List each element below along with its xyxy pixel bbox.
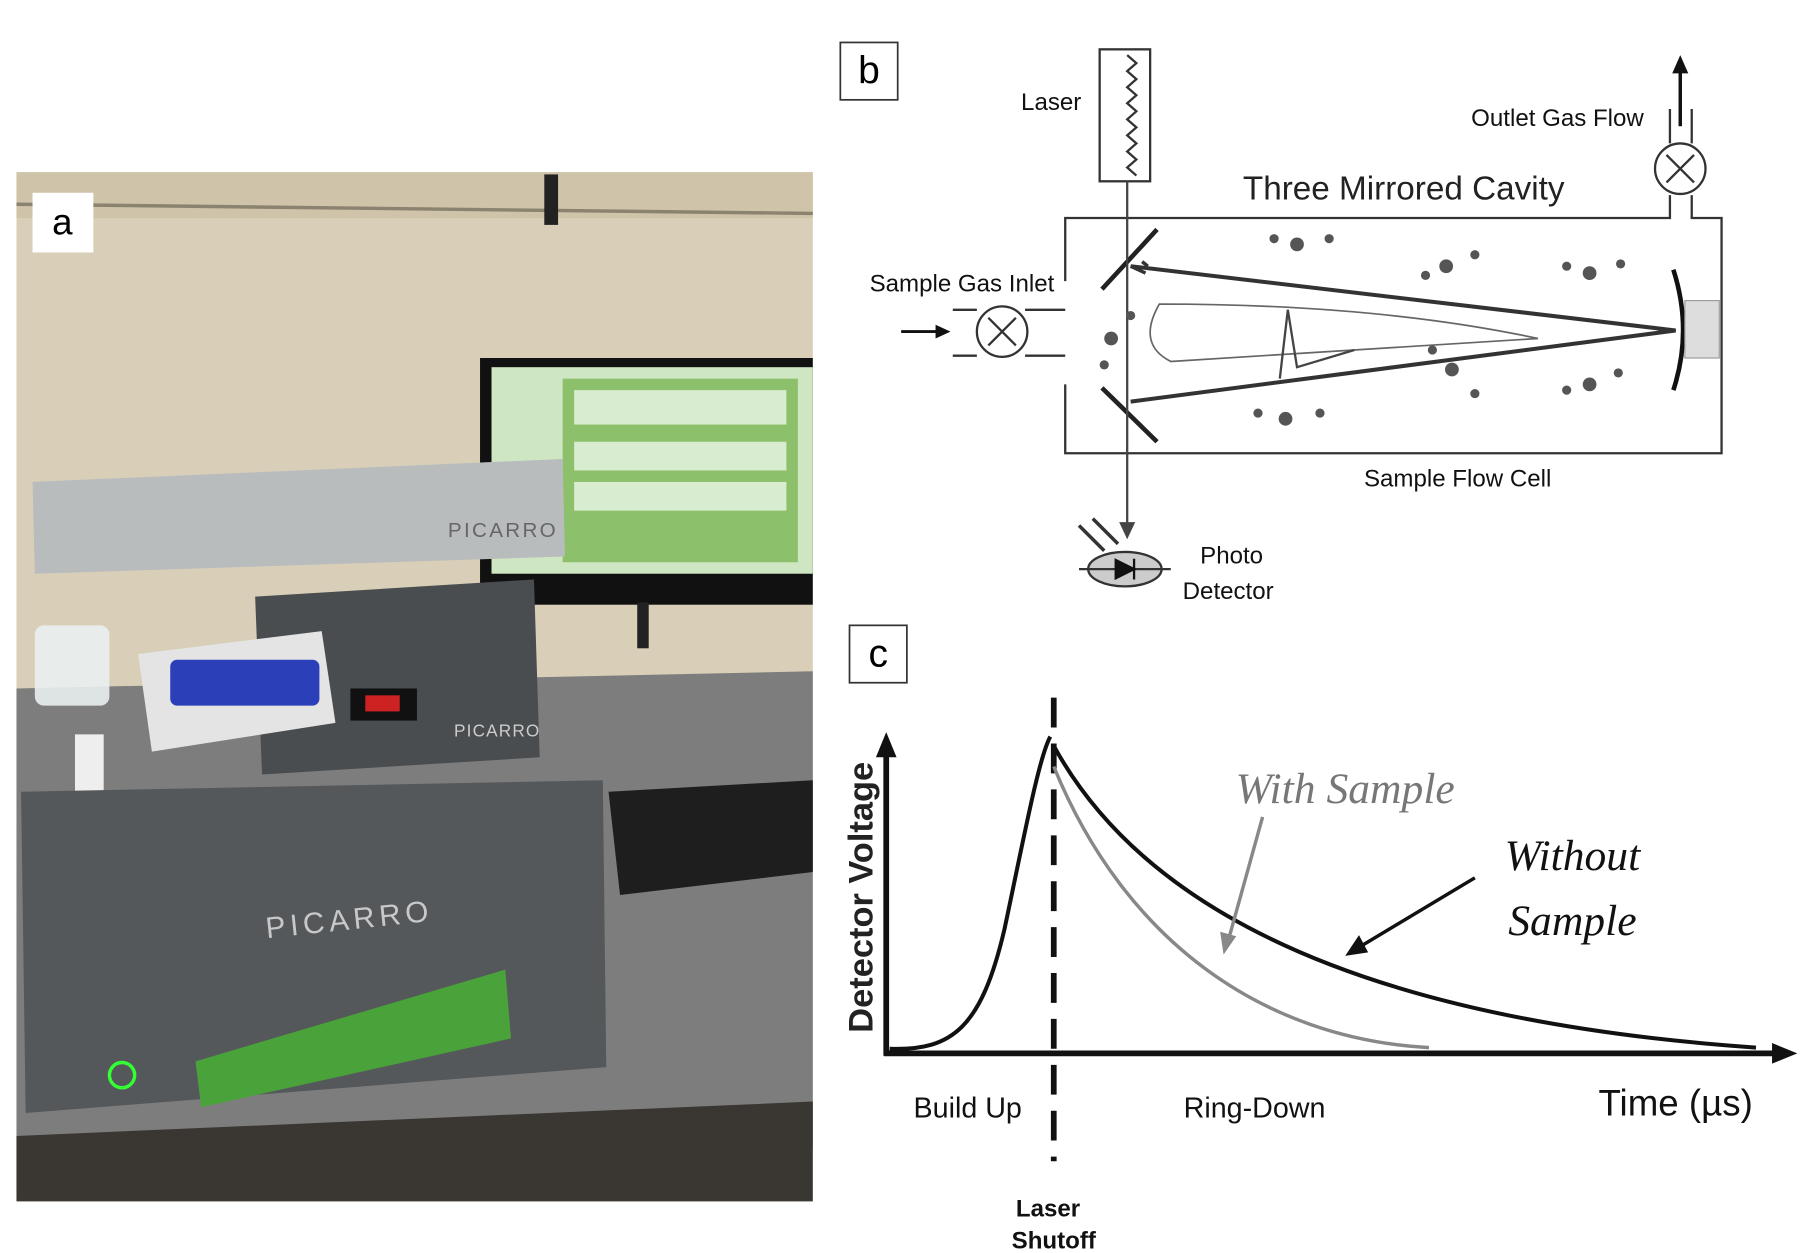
shape-circle (1290, 237, 1304, 252)
shape-circle (1562, 261, 1572, 271)
shape-circle (107, 1060, 137, 1090)
shape-rect (574, 481, 787, 511)
shape-circle (1470, 250, 1480, 260)
shape-path (1130, 264, 1676, 404)
shape-path (1129, 260, 1149, 275)
shape-path (1051, 744, 1757, 1050)
shape-path (1226, 816, 1265, 942)
shape-path (1359, 876, 1476, 949)
shape-path (875, 732, 897, 758)
ringdown-schematic: c Detector Voltage With Sample Without S… (842, 624, 1798, 1253)
outlet-label: Outlet Gas Flow (1471, 105, 1644, 132)
shape-path (16, 1101, 813, 1202)
brand-label: PICARRO (454, 721, 540, 741)
shape-rect (574, 390, 787, 425)
shape-rect (1684, 300, 1720, 359)
shape-circle (1616, 259, 1626, 269)
photo-panel: PICARRO PICARRO PICARRO a (16, 172, 813, 1202)
panel-label: a (52, 202, 73, 243)
shape-path (1077, 517, 1120, 552)
shape-path (1671, 268, 1686, 391)
shape-circle (1099, 360, 1109, 370)
shape-rect (544, 174, 559, 225)
shape-rect (34, 625, 110, 706)
shape-path (255, 579, 540, 775)
shape-circle (1420, 270, 1431, 280)
shape-path (1668, 109, 1693, 144)
with-sample-label: With Sample (1236, 765, 1455, 813)
shape-path (987, 317, 1017, 347)
x-axis-label: Time (µs) (1598, 1082, 1752, 1123)
shape-path (1125, 54, 1139, 177)
shutoff-label: Laser (1016, 1195, 1080, 1222)
shape-circle (1470, 388, 1480, 399)
shape-path (1149, 303, 1539, 363)
shape-circle (1315, 408, 1325, 418)
shape-circle (1562, 385, 1572, 395)
flow-cell-label: Sample Flow Cell (1364, 466, 1551, 493)
shape-g (1099, 234, 1626, 426)
shape-path (952, 308, 1066, 357)
shape-circle (1439, 259, 1454, 274)
shape-path (1772, 1043, 1798, 1064)
shape-circle (1445, 362, 1459, 377)
shape-rect (848, 624, 908, 684)
detector-label: Detector (1183, 578, 1274, 605)
shape-path (1278, 309, 1355, 379)
shape-circle (975, 305, 1029, 358)
shape-rect (574, 441, 787, 471)
without-sample-label: Sample (1508, 897, 1636, 945)
shape-path (1052, 765, 1430, 1050)
shape-circle (1253, 408, 1263, 418)
shape-rect (839, 41, 899, 101)
ring-down-label: Ring-Down (1184, 1093, 1326, 1125)
shape-circle (1653, 142, 1707, 196)
y-axis-label: Detector Voltage (842, 762, 880, 1033)
panel-label: b (858, 50, 880, 93)
shape-path (1220, 931, 1237, 955)
shape-path (1672, 55, 1689, 74)
shape-circle (1269, 234, 1279, 244)
shape-g (170, 659, 320, 706)
shape-path (608, 780, 813, 895)
shape-circle (1278, 411, 1293, 426)
shape-path (1119, 522, 1136, 540)
build-up-label: Build Up (914, 1093, 1022, 1125)
shape-rect (170, 659, 320, 706)
inlet-label: Sample Gas Inlet (870, 270, 1055, 297)
shape-path (1064, 195, 1723, 455)
shape-circle (1582, 266, 1597, 280)
brand-label: PICARRO (448, 519, 558, 542)
without-sample-label: Without (1505, 832, 1642, 880)
detector-label: Photo (1200, 542, 1263, 569)
shape-circle (1613, 368, 1623, 378)
laser-label: Laser (1021, 89, 1081, 116)
shape-circle (1582, 377, 1597, 392)
shape-rect (32, 192, 94, 253)
shape-path (1345, 935, 1369, 956)
shape-circle (1324, 234, 1334, 244)
shutoff-label: Shutoff (1012, 1227, 1097, 1253)
shape-circle (1427, 345, 1437, 355)
shape-circle (1104, 331, 1119, 346)
shape-path (935, 324, 951, 339)
shape-circle (1126, 310, 1136, 321)
cavity-label: Three Mirrored Cavity (1243, 171, 1565, 208)
shape-path (195, 969, 512, 1108)
shape-line (16, 202, 813, 216)
shape-rect (365, 695, 400, 712)
cavity-diagram: b Laser Sample Gas Inlet Outlet Gas Flow… (839, 41, 1723, 605)
panel-label: c (868, 633, 887, 676)
shape-path (1114, 558, 1137, 581)
shape-path (1100, 227, 1159, 444)
shape-rect (637, 602, 649, 649)
shape-path (32, 458, 565, 574)
shape-rect (1098, 48, 1152, 183)
shape-path (889, 735, 1053, 1051)
shape-path (1665, 154, 1695, 184)
